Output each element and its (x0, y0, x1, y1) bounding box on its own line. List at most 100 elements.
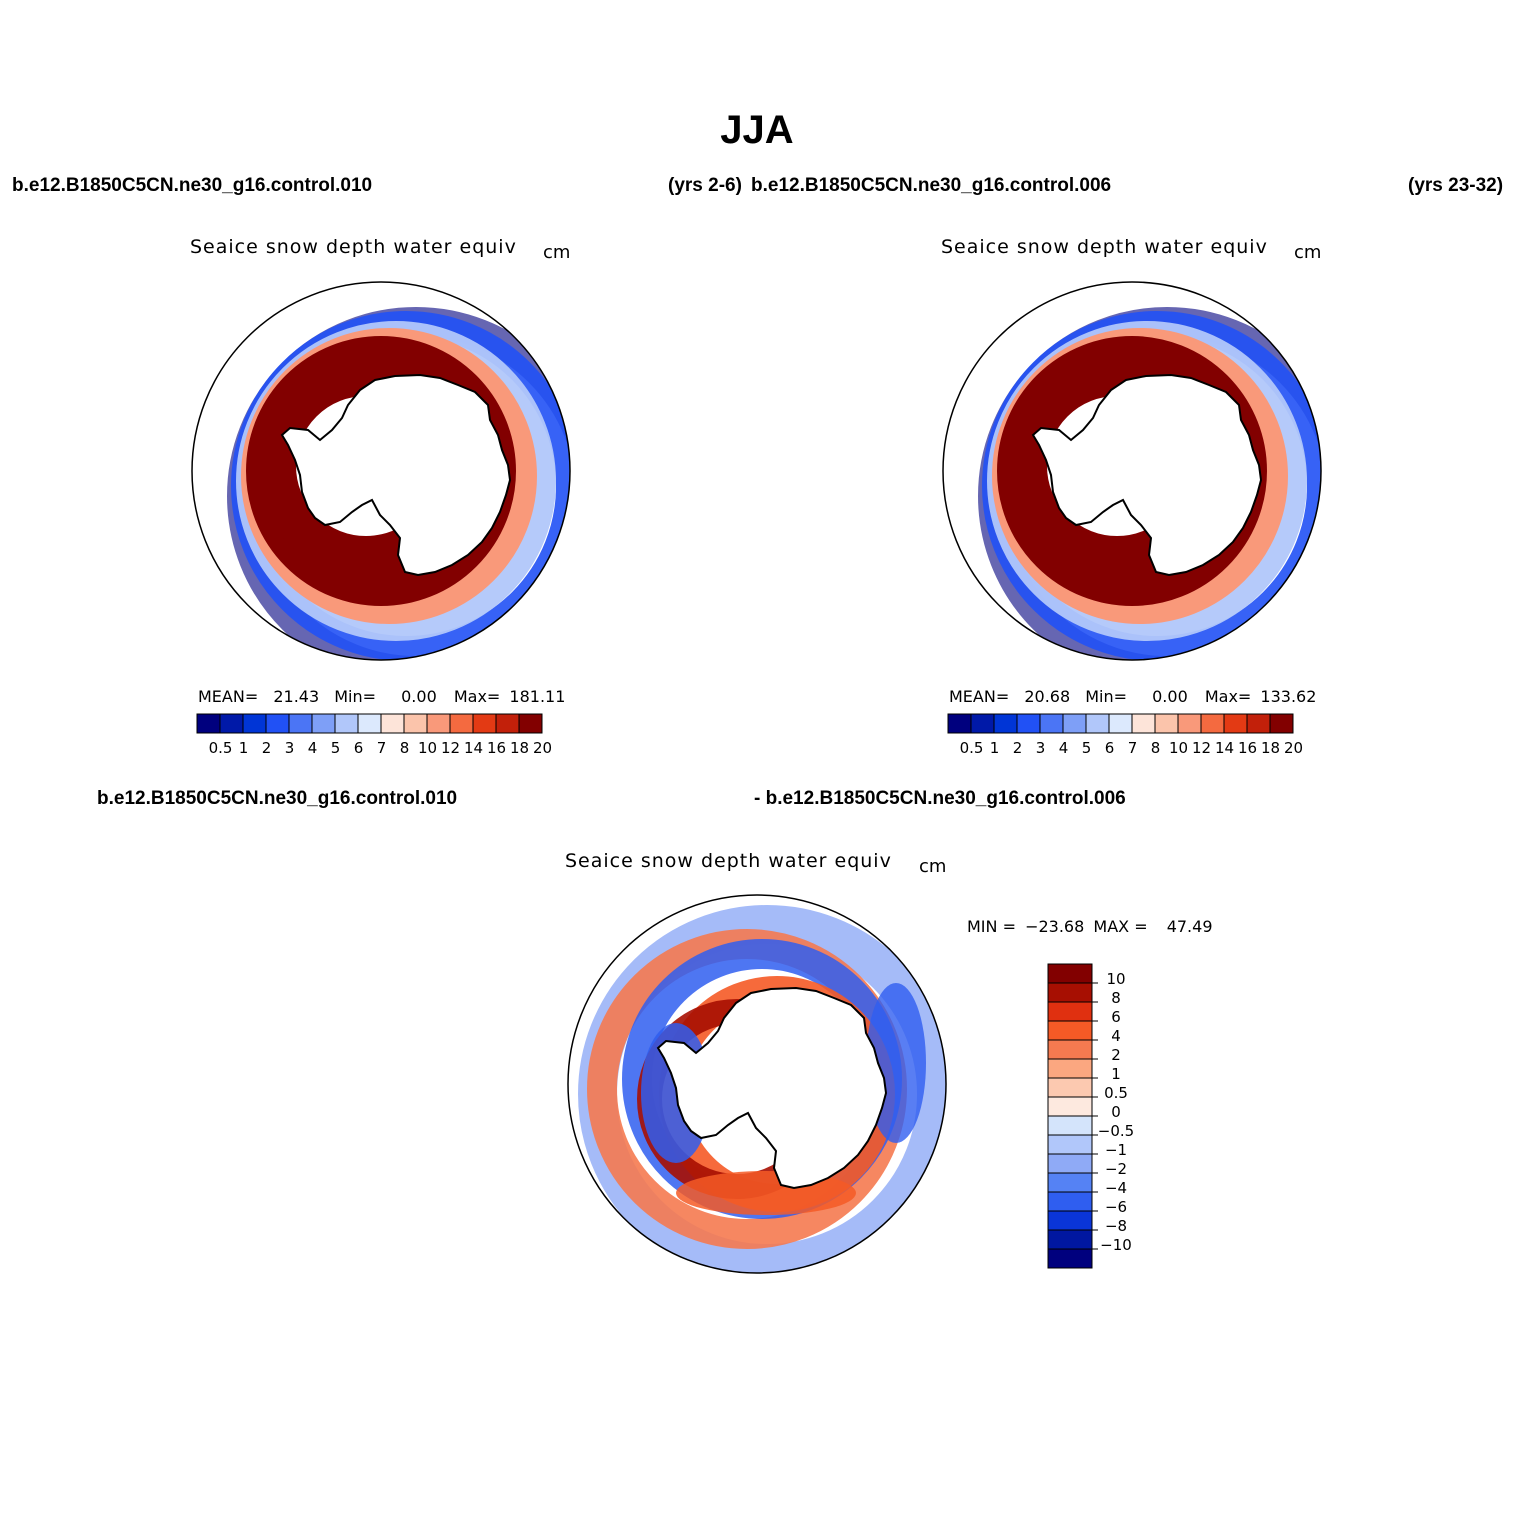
colorbar-label: 20 (1284, 739, 1303, 757)
colorbar-box (1246, 713, 1271, 734)
colorbar-label: 16 (487, 739, 506, 757)
colorbar-box (288, 713, 313, 734)
case1-years: (yrs 2-6) (668, 175, 742, 196)
colorbar-label: 0.5 (209, 739, 233, 757)
panel2-title: Seaice snow depth water equiv (941, 236, 1268, 258)
colorbar-box (1200, 713, 1225, 734)
case2-label: b.e12.B1850C5CN.ne30_g16.control.006 (751, 175, 1112, 196)
colorbar-box (1047, 1191, 1093, 1212)
antarctica-coastline (280, 373, 512, 577)
antarctica-coastline (1031, 373, 1263, 577)
panel2-max-label: Max= (1204, 687, 1252, 706)
colorbar-label: 8 (1151, 739, 1161, 757)
panel1-title: Seaice snow depth water equiv (190, 236, 517, 258)
colorbar-box (1062, 713, 1087, 734)
colorbar-label: 4 (308, 739, 318, 757)
colorbar-box (1223, 713, 1248, 734)
colorbar-label: 4 (1059, 739, 1069, 757)
panel3-units: cm (919, 856, 947, 877)
colorbar-label: −8 (1105, 1217, 1127, 1235)
diff-case1-label: b.e12.B1850C5CN.ne30_g16.control.010 (97, 788, 458, 809)
colorbar-box (357, 713, 382, 734)
colorbar-box (1047, 1039, 1093, 1060)
colorbar-box (1047, 1248, 1093, 1269)
panel1-max-label: Max= (453, 687, 501, 706)
panel3-min-value: −23.68 (1025, 917, 1085, 936)
case2-years: (yrs 23-32) (1408, 175, 1504, 196)
panel1-mean-label: MEAN= (198, 687, 259, 706)
colorbar-box (1047, 1115, 1093, 1136)
colorbar-label: 2 (1111, 1046, 1121, 1064)
colorbar-label: 1 (990, 739, 1000, 757)
colorbar-box (219, 713, 244, 734)
colorbar-label: 7 (377, 739, 387, 757)
panel2-colorbar: 0.5 1 2 3 4 5 6 7 8 10 12 14 16 18 20 (947, 713, 1303, 757)
panel3-map (567, 894, 947, 1274)
diff-case2-label: - b.e12.B1850C5CN.ne30_g16.control.006 (754, 788, 1126, 809)
map-boundary (191, 281, 571, 661)
colorbar-box (449, 713, 474, 734)
panel1-colorbar: 0.5 1 2 3 4 5 6 7 8 10 12 14 16 18 20 (196, 713, 552, 757)
colorbar-label: 10 (1169, 739, 1188, 757)
colorbar-box (265, 713, 290, 734)
colorbar-label: 6 (1111, 1008, 1121, 1026)
colorbar-box (1047, 1172, 1093, 1193)
panel2-min-value: 0.00 (1152, 687, 1188, 706)
colorbar-label: 18 (1261, 739, 1280, 757)
colorbar-box (970, 713, 995, 734)
colorbar-box (1047, 1210, 1093, 1231)
case1-label: b.e12.B1850C5CN.ne30_g16.control.010 (12, 175, 373, 196)
colorbar-box (1047, 1020, 1093, 1041)
panel1-stats: MEAN= 21.43 Min= 0.00 Max= 181.11 (198, 687, 565, 706)
colorbar-box (1039, 713, 1064, 734)
colorbar-box (1047, 1096, 1093, 1117)
colorbar-label: −0.5 (1098, 1122, 1134, 1140)
colorbar-box (1047, 1001, 1093, 1022)
colorbar-box (1177, 713, 1202, 734)
colorbar-box (1047, 1077, 1093, 1098)
colorbar-box (403, 713, 428, 734)
colorbar-label: 12 (441, 739, 460, 757)
colorbar-label: 7 (1128, 739, 1138, 757)
map-boundary (942, 281, 1322, 661)
panel1-mean-value: 21.43 (273, 687, 320, 706)
panel2-stats: MEAN= 20.68 Min= 0.00 Max= 133.62 (949, 687, 1316, 706)
colorbar-label: 14 (464, 739, 483, 757)
colorbar-box (1047, 982, 1093, 1003)
colorbar-label: 3 (1036, 739, 1046, 757)
colorbar-label: 18 (510, 739, 529, 757)
panel3-title: Seaice snow depth water equiv (565, 850, 892, 872)
panel2-map (942, 281, 1322, 661)
colorbar-box (426, 713, 451, 734)
colorbar-label: 5 (331, 739, 341, 757)
panel2-min-label: Min= (1085, 687, 1128, 706)
map-boundary (567, 894, 947, 1274)
colorbar-label: 6 (354, 739, 364, 757)
panel2-mean-label: MEAN= (949, 687, 1010, 706)
colorbar-label: 2 (262, 739, 272, 757)
panel1-min-value: 0.00 (401, 687, 437, 706)
colorbar-label: 12 (1192, 739, 1211, 757)
panel3-max-value: 47.49 (1166, 917, 1213, 936)
colorbar-box (1047, 1134, 1093, 1155)
panel2-units: cm (1294, 242, 1322, 263)
colorbar-label: 10 (418, 739, 437, 757)
colorbar-box (1047, 1229, 1093, 1250)
colorbar-box (1047, 1058, 1093, 1079)
colorbar-box (518, 713, 543, 734)
colorbar-label: 2 (1013, 739, 1023, 757)
colorbar-box (1047, 963, 1093, 984)
page-title: JJA (720, 108, 794, 152)
panel3-stats: MIN = −23.68 MAX = 47.49 (967, 917, 1213, 936)
colorbar-label: 6 (1105, 739, 1115, 757)
colorbar-label: 16 (1238, 739, 1257, 757)
colorbar-box (242, 713, 267, 734)
panel1-min-label: Min= (334, 687, 377, 706)
colorbar-box (196, 713, 221, 734)
colorbar-label: −6 (1105, 1198, 1127, 1216)
colorbar-label: 1 (239, 739, 249, 757)
colorbar-label: −4 (1105, 1179, 1127, 1197)
colorbar-box (311, 713, 336, 734)
panel1-max-value: 181.11 (509, 687, 566, 706)
colorbar-box (1108, 713, 1133, 734)
